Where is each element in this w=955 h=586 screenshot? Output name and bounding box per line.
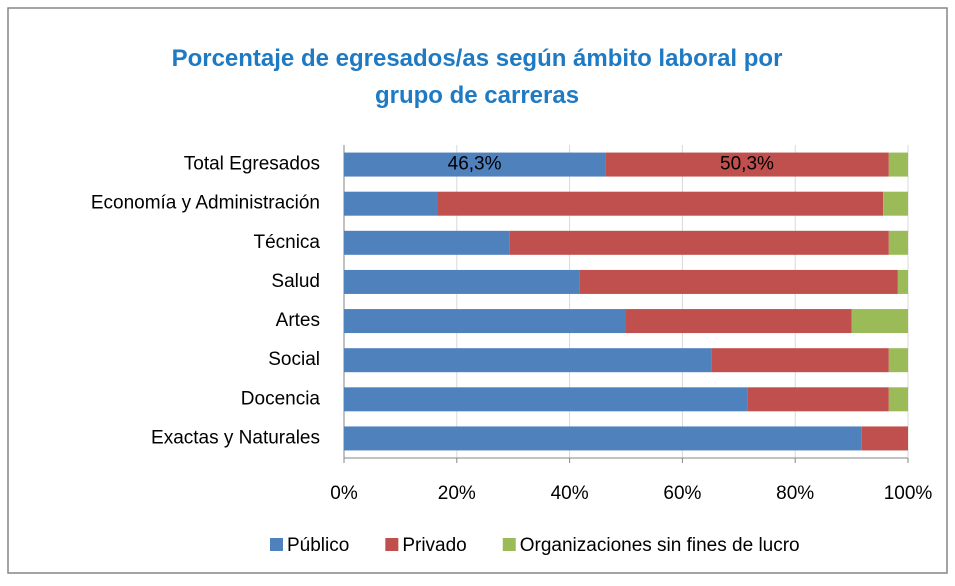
y-tick-label: Total Egresados [184, 154, 320, 175]
bar-segment [605, 152, 889, 177]
bar-segment [437, 191, 884, 216]
y-tick-label: Salud [271, 271, 320, 292]
bar-segment [888, 230, 908, 255]
bar-segment [344, 191, 438, 216]
data-label: 50,3% [720, 154, 774, 175]
bar-segment [344, 426, 862, 451]
bar-segment [344, 230, 510, 255]
bar-segment [509, 230, 889, 255]
legend-label: Privado [402, 535, 466, 556]
title-line: Porcentaje de egresados/as según ámbito … [172, 45, 783, 72]
chart-title: Porcentaje de egresados/as según ámbito … [172, 45, 783, 109]
y-tick-label: Técnica [253, 232, 320, 253]
bar-segment [344, 387, 748, 412]
x-tick-label: 40% [551, 483, 589, 504]
bar-segment [579, 269, 898, 294]
bar-segment [883, 191, 908, 216]
bar-segment [888, 387, 908, 412]
bar-segment [626, 309, 852, 334]
bar-segment [344, 269, 580, 294]
data-label: 46,3% [448, 154, 502, 175]
bar-segment [344, 309, 626, 334]
legend-label: Organizaciones sin fines de lucro [520, 535, 800, 556]
legend-label: Público [287, 535, 349, 556]
bar-segment [711, 348, 889, 373]
bar-segment [861, 426, 908, 451]
x-tick-label: 60% [663, 483, 701, 504]
bar-segment [747, 387, 889, 412]
bar-segment [897, 269, 908, 294]
y-tick-label: Artes [276, 310, 320, 331]
y-tick-label: Social [268, 349, 320, 370]
bar-segment [888, 152, 908, 177]
bar-segment [851, 309, 908, 334]
bar-segment [344, 152, 606, 177]
x-tick-label: 20% [438, 483, 476, 504]
title-line: grupo de carreras [375, 82, 579, 109]
legend-swatch [385, 538, 399, 551]
x-tick-label: 0% [330, 483, 358, 504]
legend-swatch [270, 538, 283, 551]
bar-segment [344, 348, 712, 373]
x-tick-label: 80% [776, 483, 814, 504]
x-tick-label: 100% [884, 483, 933, 504]
y-tick-label: Exactas y Naturales [151, 427, 320, 448]
bar-segment [888, 348, 908, 373]
y-tick-label: Docencia [241, 388, 321, 409]
legend-swatch [502, 538, 516, 551]
y-tick-label: Economía y Administración [91, 193, 320, 214]
